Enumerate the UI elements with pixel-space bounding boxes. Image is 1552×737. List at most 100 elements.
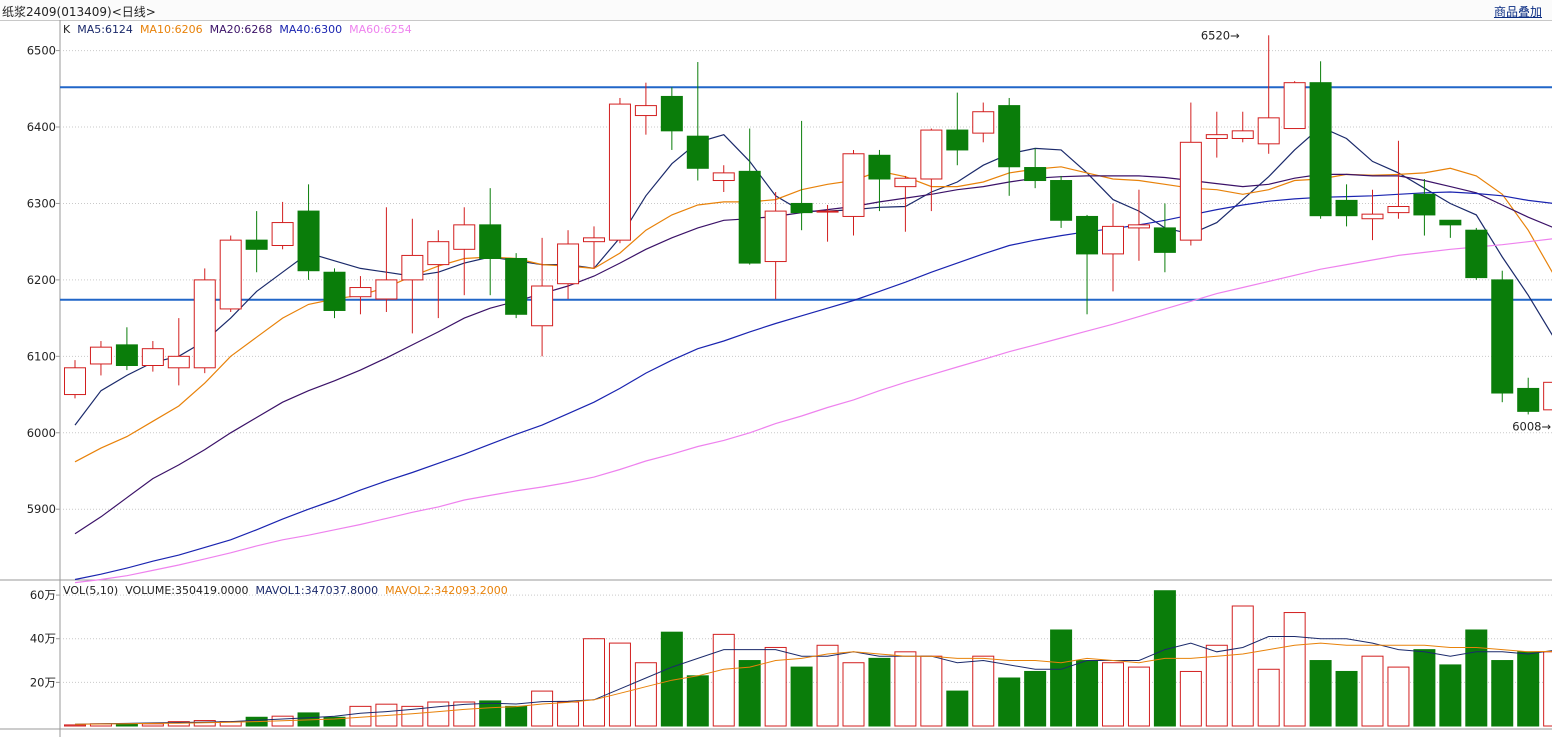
candle-body bbox=[401, 254, 424, 281]
volume-bar bbox=[1283, 612, 1306, 727]
legend-k: VOL(5,10) bbox=[63, 584, 118, 597]
candle-body bbox=[64, 367, 86, 396]
candle bbox=[998, 97, 1021, 196]
volume-bar bbox=[1413, 649, 1436, 727]
volume-bar bbox=[1102, 662, 1124, 727]
legend-k: K bbox=[63, 23, 71, 36]
candle bbox=[557, 230, 580, 299]
candle bbox=[1050, 175, 1073, 228]
candle-body bbox=[349, 287, 372, 298]
y-tick-label: 40万 bbox=[30, 632, 56, 646]
page-title: 纸浆2409(013409)<日线> bbox=[2, 5, 156, 19]
candle bbox=[1517, 377, 1540, 415]
candle bbox=[1179, 102, 1202, 246]
volume-bar bbox=[1076, 660, 1099, 727]
volume-bar bbox=[1465, 629, 1488, 727]
candle-body bbox=[946, 129, 969, 151]
volume-bar bbox=[790, 666, 813, 727]
candle bbox=[660, 87, 683, 150]
candle-body bbox=[1179, 141, 1202, 241]
candle-body bbox=[972, 111, 995, 134]
volume-bar bbox=[1439, 664, 1462, 727]
candle-body bbox=[790, 202, 813, 214]
candle-body bbox=[479, 224, 502, 259]
candle bbox=[764, 191, 787, 299]
candle bbox=[505, 253, 528, 319]
ma40-line bbox=[74, 191, 1552, 581]
volume-bar bbox=[1387, 666, 1410, 727]
candle bbox=[1024, 148, 1047, 189]
candle-body bbox=[141, 348, 164, 367]
candle bbox=[167, 318, 190, 386]
product-overlay-button[interactable]: 商品叠加 bbox=[1493, 5, 1542, 19]
volume-bar bbox=[323, 716, 346, 727]
volume-bar bbox=[531, 690, 554, 727]
candle-body bbox=[1361, 213, 1384, 220]
y-tick-label: 20万 bbox=[30, 675, 56, 689]
candle bbox=[193, 268, 216, 374]
candle-body bbox=[1439, 219, 1462, 226]
candle-body bbox=[1050, 180, 1073, 221]
candle bbox=[375, 207, 398, 312]
header-bar: 纸浆2409(013409)<日线> 商品叠加 bbox=[0, 0, 1552, 21]
candle-body bbox=[193, 279, 216, 369]
candle-body bbox=[297, 210, 320, 272]
candle bbox=[401, 218, 424, 334]
candle-body bbox=[1076, 215, 1099, 255]
candle bbox=[531, 237, 554, 357]
volume-bar bbox=[868, 657, 891, 727]
volume-bar bbox=[634, 662, 657, 727]
candle bbox=[712, 165, 735, 192]
candle-body bbox=[245, 239, 268, 250]
candle bbox=[842, 149, 865, 236]
candle-body bbox=[167, 355, 190, 369]
volume-bar bbox=[1127, 666, 1150, 727]
price-panel: K MA5:6124 MA10:6206 MA20:6268 MA40:6300 MA60… bbox=[0, 20, 1552, 737]
candle-body bbox=[1335, 199, 1358, 217]
volume-axis: 60万 40万 20万 bbox=[30, 588, 60, 689]
candle-body bbox=[764, 210, 787, 263]
volume-bar bbox=[920, 655, 943, 727]
candle bbox=[608, 97, 631, 244]
candle bbox=[816, 204, 839, 242]
volume-bar bbox=[660, 631, 683, 727]
volume-bar bbox=[401, 705, 424, 727]
candle bbox=[686, 62, 709, 181]
volume-bar bbox=[479, 700, 502, 727]
candle bbox=[894, 175, 917, 232]
candle bbox=[297, 184, 320, 280]
volume-bar bbox=[816, 644, 839, 727]
candle-body bbox=[219, 239, 242, 310]
candle bbox=[1335, 184, 1358, 227]
candle bbox=[738, 128, 761, 265]
volume-bar bbox=[946, 690, 969, 727]
candle bbox=[323, 268, 346, 319]
volume-bar bbox=[1179, 670, 1202, 727]
candle bbox=[1491, 270, 1514, 403]
candle-body bbox=[816, 210, 839, 213]
volume-bar bbox=[842, 662, 865, 727]
candle bbox=[790, 120, 813, 231]
price-grid bbox=[0, 20, 1552, 737]
candle bbox=[1543, 381, 1552, 411]
legend-ma40: MA40:6300 bbox=[279, 23, 342, 36]
candle bbox=[868, 149, 891, 212]
candle-body bbox=[998, 105, 1021, 168]
candle-body bbox=[1491, 279, 1514, 394]
y-tick-label: 6500 bbox=[27, 44, 56, 58]
candle-body bbox=[1205, 134, 1228, 139]
ma60-line bbox=[74, 238, 1552, 584]
candle bbox=[1153, 203, 1176, 273]
candle bbox=[1102, 203, 1124, 292]
candle bbox=[89, 341, 112, 376]
volume-bar bbox=[1050, 629, 1073, 727]
candle-body bbox=[868, 154, 891, 180]
candle-body bbox=[89, 346, 112, 365]
legend-volume: VOLUME:350419.0000 bbox=[125, 584, 248, 597]
candle-body bbox=[1024, 167, 1047, 182]
volume-bar bbox=[894, 651, 917, 727]
candle bbox=[479, 188, 502, 296]
candle-body bbox=[531, 285, 554, 327]
volume-bar bbox=[764, 646, 787, 727]
volume-bar bbox=[505, 705, 528, 727]
